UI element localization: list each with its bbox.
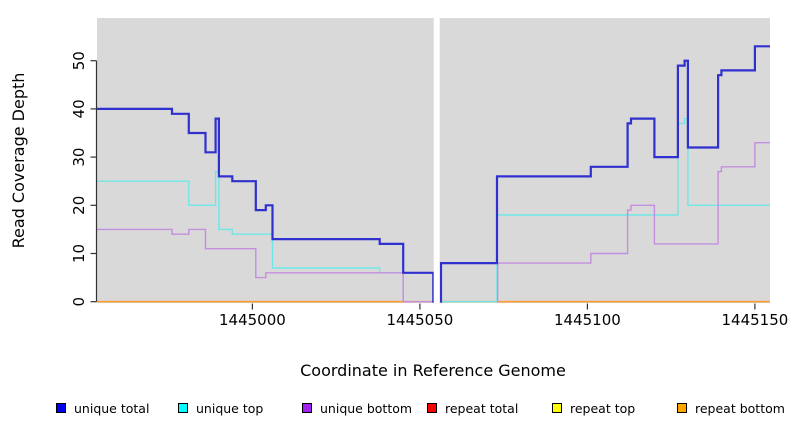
- series-line-unique-bottom: [497, 142, 770, 303]
- legend-item-unique-bottom: unique bottom: [302, 398, 412, 418]
- repeat-total-swatch-icon: [427, 403, 437, 413]
- legend-item-unique-top: unique top: [178, 398, 263, 418]
- legend-item-repeat-top: repeat top: [552, 398, 635, 418]
- coverage-gap: [433, 17, 440, 304]
- legend-item-repeat-total: repeat total: [427, 398, 518, 418]
- coverage-chart: 1445000 1445050 1445100 144515001020304050 …: [9, 17, 788, 380]
- x-axis-title: Coordinate in Reference Genome: [300, 361, 566, 380]
- series-lines: [97, 45, 770, 303]
- coverage-gap-band: [433, 17, 440, 304]
- x-tick-label: 1445100: [554, 311, 621, 329]
- series-line-unique-total: [439, 45, 770, 303]
- axes: 1445000 1445050 1445100 1445150 0 10 20 30 40 50: [70, 51, 788, 329]
- legend-label: repeat total: [445, 400, 519, 416]
- y-tick-label: 10: [70, 244, 88, 263]
- y-tick-label: 20: [70, 196, 88, 215]
- y-tick-label: 40: [70, 99, 88, 118]
- unique-total-swatch-icon: [56, 403, 66, 413]
- legend-label: repeat bottom: [695, 400, 785, 416]
- y-tick-label: 50: [70, 51, 88, 70]
- legend-item-repeat-bottom: repeat bottom: [677, 398, 785, 418]
- y-tick-label: 30: [70, 148, 88, 167]
- legend-label: unique total: [74, 400, 150, 416]
- legend-label: unique top: [196, 400, 264, 416]
- x-tick-label: 1445000: [219, 311, 286, 329]
- x-tick-label: 1445050: [386, 311, 453, 329]
- repeat-top-swatch-icon: [552, 403, 562, 413]
- y-tick-label: 0: [70, 297, 88, 307]
- legend: unique total unique top unique bottom re…: [0, 398, 792, 420]
- series-line-unique-bottom: [97, 228, 434, 303]
- unique-bottom-swatch-icon: [302, 403, 312, 413]
- unique-top-swatch-icon: [178, 403, 188, 413]
- plot-panel: [97, 18, 770, 303]
- x-tick-label: 1445150: [721, 311, 788, 329]
- y-axis-title: Read Coverage Depth: [9, 73, 28, 249]
- series-line-unique-total: [97, 107, 435, 303]
- legend-label: unique bottom: [320, 400, 413, 416]
- legend-label: repeat top: [570, 400, 636, 416]
- repeat-bottom-swatch-icon: [677, 403, 687, 413]
- legend-item-unique-total: unique total: [56, 398, 149, 418]
